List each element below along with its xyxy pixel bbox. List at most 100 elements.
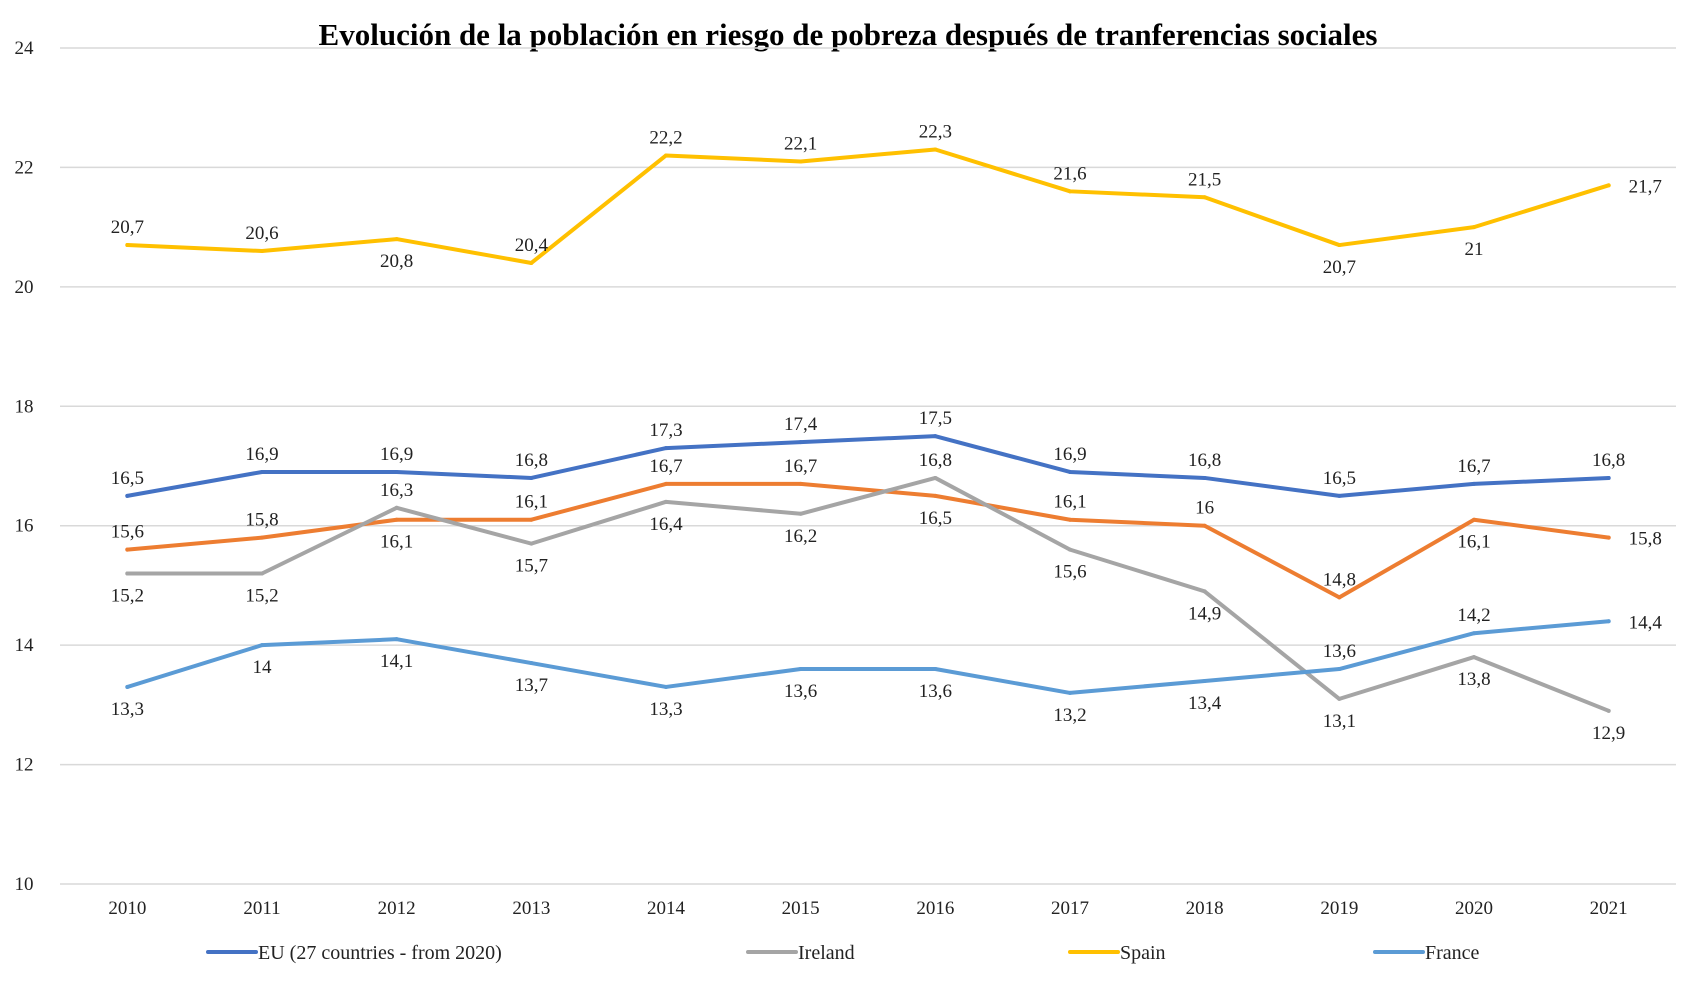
legend: EU (27 countries - from 2020) Ireland Spai… (206, 942, 1480, 964)
data-label: 16,1 (1053, 492, 1086, 513)
data-point (798, 159, 803, 164)
x-tick-label: 2020 (1455, 898, 1493, 919)
data-label: 13,7 (515, 675, 548, 696)
data-point (394, 637, 399, 642)
data-point (394, 237, 399, 242)
data-point (1606, 183, 1611, 188)
series-line (125, 434, 1611, 498)
data-label: 13,2 (1053, 705, 1086, 726)
data-label: 16,3 (380, 480, 413, 501)
data-label: 16,1 (515, 492, 548, 513)
data-point (529, 475, 534, 480)
data-point (125, 493, 130, 498)
data-point (933, 475, 938, 480)
data-point (394, 469, 399, 474)
data-point (798, 667, 803, 672)
data-point (1202, 475, 1207, 480)
data-label: 22,3 (919, 122, 952, 143)
data-point (933, 434, 938, 439)
data-point (1606, 475, 1611, 480)
y-tick-label: 22 (15, 157, 34, 178)
data-label: 14,9 (1188, 603, 1221, 624)
data-point (1472, 225, 1476, 230)
data-label: 17,5 (919, 408, 952, 429)
data-point (529, 517, 534, 522)
data-point (1202, 678, 1207, 683)
data-label: 15,7 (515, 556, 548, 577)
series-line (125, 481, 1611, 600)
y-tick-label: 14 (15, 635, 35, 656)
data-label: 14,2 (1457, 605, 1490, 626)
legend-label: France (1425, 942, 1480, 964)
data-point (260, 643, 264, 648)
data-label: 20,6 (245, 223, 278, 244)
data-label: 13,3 (111, 699, 144, 720)
data-point (529, 661, 534, 666)
data-label: 16,8 (919, 450, 952, 471)
legend-label: Ireland (798, 942, 855, 964)
data-label: 15,8 (245, 510, 278, 531)
data-point (1606, 619, 1611, 624)
data-point (125, 684, 130, 689)
data-label: 16,1 (380, 532, 413, 553)
data-label: 16,9 (1053, 444, 1086, 465)
data-label: 21,7 (1629, 176, 1662, 197)
data-label: 16,7 (1457, 456, 1490, 477)
data-point (664, 499, 668, 504)
data-label: 16 (1195, 498, 1214, 519)
data-point (664, 446, 668, 451)
data-label: 15,6 (1053, 562, 1086, 583)
data-label: 17,4 (784, 414, 818, 435)
data-label: 13,6 (1323, 641, 1356, 662)
data-label: 16,5 (919, 508, 952, 529)
data-label: 13,4 (1188, 693, 1222, 714)
data-point (1068, 690, 1072, 695)
data-label: 16,9 (245, 444, 278, 465)
data-point (1472, 655, 1476, 660)
gridlines (60, 47, 1676, 885)
data-point (664, 481, 668, 486)
data-point (1068, 469, 1072, 474)
data-point (798, 481, 803, 486)
data-label: 14 (253, 657, 273, 678)
data-label: 16,2 (784, 526, 817, 547)
y-tick-label: 18 (15, 396, 34, 417)
data-label: 20,7 (111, 217, 144, 238)
data-point (529, 260, 534, 265)
data-label: 15,2 (111, 585, 144, 606)
data-label: 20,7 (1323, 257, 1356, 278)
data-point (933, 147, 938, 152)
data-point (260, 249, 264, 254)
x-tick-label: 2018 (1186, 898, 1224, 919)
x-tick-label: 2016 (916, 898, 954, 919)
x-tick-label: 2010 (108, 898, 146, 919)
data-point (1337, 595, 1342, 600)
data-label: 15,2 (245, 585, 278, 606)
data-point (798, 511, 803, 516)
data-point (1202, 523, 1207, 528)
data-label: 14,4 (1629, 612, 1663, 633)
y-tick-label: 10 (15, 874, 34, 895)
series-line (125, 619, 1611, 695)
data-point (125, 571, 130, 576)
data-point (798, 440, 803, 445)
data-label: 17,3 (649, 420, 682, 441)
data-label: 16,8 (1592, 450, 1625, 471)
chart-title: Evolución de la población en riesgo de p… (319, 17, 1378, 52)
x-tick-label: 2013 (512, 898, 550, 919)
data-point (1606, 535, 1611, 540)
data-label: 16,5 (111, 468, 144, 489)
data-label: 16,4 (649, 514, 683, 535)
data-point (125, 243, 130, 248)
series-line (125, 147, 1611, 265)
data-point (394, 505, 399, 510)
data-label: 13,6 (784, 681, 817, 702)
data-label: 13,8 (1457, 669, 1490, 690)
x-tick-label: 2011 (243, 898, 280, 919)
data-label: 20,4 (515, 235, 549, 256)
y-tick-label: 24 (15, 38, 35, 59)
series-lines (125, 147, 1611, 713)
series-line (125, 475, 1611, 713)
data-label: 21 (1465, 239, 1484, 260)
